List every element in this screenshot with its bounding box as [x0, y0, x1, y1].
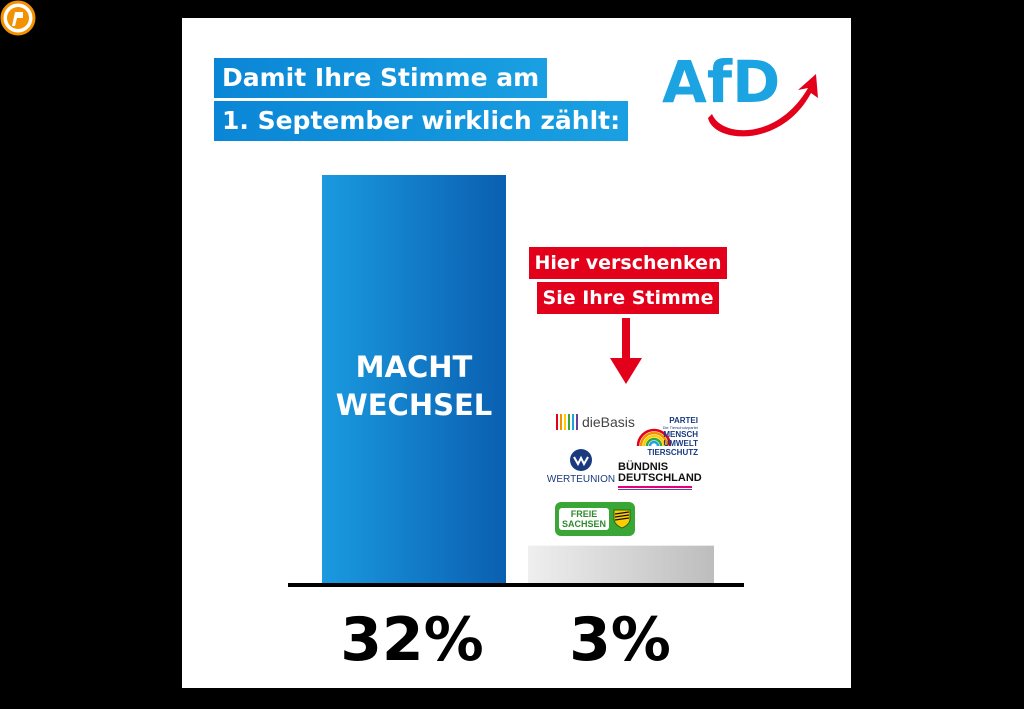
- party-logo-freiesachsen: FREIE SACHSEN: [555, 502, 635, 536]
- diebasis-icon: [556, 414, 578, 430]
- headline-line-1: Damit Ihre Stimme am: [214, 58, 548, 98]
- afd-logo: AfD: [662, 48, 818, 137]
- arrow-down-icon: [610, 318, 642, 384]
- afd-logo-text: AfD: [662, 48, 780, 116]
- percent-label-2: 3%: [569, 605, 671, 675]
- party-logo-tierschutz: PARTEI Die Tierschutzpartei MENSCH UMWEL…: [636, 414, 698, 458]
- tierschutz-name: PARTEI Die Tierschutzpartei MENSCH UMWEL…: [647, 416, 698, 457]
- afd-swoosh-arrow: [708, 74, 818, 137]
- freiesachsen-line-1: FREIE: [570, 509, 598, 519]
- tierschutz-small: Die Tierschutzpartei: [662, 425, 698, 430]
- bar-2: [528, 545, 714, 584]
- freiesachsen-name: FREIE SACHSEN: [558, 508, 609, 530]
- tierschutz-line-3: UMWELT: [663, 439, 698, 448]
- party-logo-diebasis: dieBasis: [556, 408, 635, 436]
- bsw-stripe-purple: [618, 488, 692, 490]
- saxony-coat-of-arms-icon: [613, 509, 631, 529]
- werteunion-name: WERTEUNION: [546, 474, 616, 485]
- bar-1: [322, 175, 506, 584]
- bsw-stripe-pink: [618, 486, 692, 488]
- freiesachsen-line-2: SACHSEN: [561, 519, 606, 529]
- party-logo-bsw: BÜNDNIS DEUTSCHLAND: [618, 462, 702, 490]
- werteunion-icon: [570, 449, 592, 471]
- tierschutz-line-4: TIERSCHUTZ: [647, 448, 698, 457]
- diebasis-name: dieBasis: [582, 414, 635, 430]
- rainbow-icon: [636, 428, 672, 447]
- headline-line-2: 1. September wirklich zählt:: [214, 101, 629, 141]
- party-logo-piraten: [0, 0, 36, 36]
- party-logo-werteunion: WERTEUNION: [547, 448, 615, 488]
- percent-label-1: 32%: [340, 605, 484, 675]
- bsw-line-1: BÜNDNIS: [618, 461, 669, 473]
- tierschutz-line-2: MENSCH: [663, 430, 698, 439]
- bsw-line-2: DEUTSCHLAND: [618, 472, 702, 484]
- tierschutz-line-1: PARTEI: [669, 416, 698, 425]
